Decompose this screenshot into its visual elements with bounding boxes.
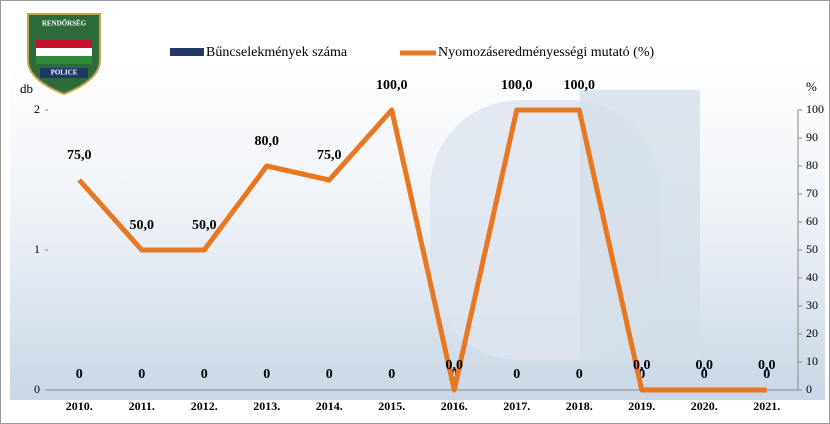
x-tick-label: 2016. bbox=[441, 399, 468, 413]
line-value-label: 0,0 bbox=[446, 358, 464, 373]
y2-tick-label: 30 bbox=[806, 298, 818, 312]
legend-label: Bűncselekmények száma bbox=[206, 45, 348, 60]
y2-tick-label: 40 bbox=[806, 270, 818, 284]
y-tick-label: 0 bbox=[34, 382, 40, 396]
y2-tick-label: 60 bbox=[806, 214, 818, 228]
y2-tick-label: 50 bbox=[806, 242, 818, 256]
x-tick-label: 2014. bbox=[316, 399, 343, 413]
line-value-label: 100,0 bbox=[564, 78, 596, 93]
x-tick-label: 2018. bbox=[566, 399, 593, 413]
x-tick-label: 2010. bbox=[66, 399, 93, 413]
line-value-label: 100,0 bbox=[501, 78, 533, 93]
bar-value-label: 0 bbox=[701, 367, 708, 382]
line bbox=[77, 107, 767, 393]
bar-value-label: 0 bbox=[263, 367, 270, 382]
line-value-label: 0,0 bbox=[758, 358, 776, 373]
y2-tick-label: 100 bbox=[806, 102, 824, 116]
line-value-label: 75,0 bbox=[317, 148, 342, 163]
x-tick-label: 2020. bbox=[691, 399, 718, 413]
y-axis-label: db bbox=[20, 81, 33, 96]
logo-text: RENDŐRSÉG bbox=[42, 20, 87, 28]
x-tick-label: 2019. bbox=[628, 399, 655, 413]
logo-text: POLICE bbox=[51, 69, 78, 77]
bar-value-label: 0 bbox=[513, 367, 520, 382]
y2-tick-label: 90 bbox=[806, 130, 818, 144]
y2-tick-label: 80 bbox=[806, 158, 818, 172]
bar-value-label: 0 bbox=[638, 367, 645, 382]
x-tick-label: 2013. bbox=[253, 399, 280, 413]
bar-value-label: 0 bbox=[201, 367, 208, 382]
logo: RENDŐRSÉG POLICE bbox=[27, 13, 101, 96]
line-value-label: 50,0 bbox=[192, 218, 217, 233]
bar-value-label: 0 bbox=[326, 367, 333, 382]
legend-swatch bbox=[170, 48, 204, 56]
line-value-label: 50,0 bbox=[130, 218, 155, 233]
line-value-label: 0,0 bbox=[696, 358, 714, 373]
y-tick-label: 2 bbox=[34, 102, 40, 116]
y2-tick-label: 70 bbox=[806, 186, 818, 200]
x-tick-label: 2017. bbox=[503, 399, 530, 413]
bar-value-label: 0 bbox=[451, 367, 458, 382]
x-tick-label: 2012. bbox=[191, 399, 218, 413]
x-tick-label: 2011. bbox=[129, 399, 155, 413]
y2-axis-label: % bbox=[806, 79, 817, 94]
line-value-label: 75,0 bbox=[67, 148, 92, 163]
line-value-label: 0,0 bbox=[633, 358, 651, 373]
bar-value-label: 0 bbox=[576, 367, 583, 382]
line-value-label: 100,0 bbox=[376, 78, 408, 93]
bar-value-label: 0 bbox=[76, 367, 83, 382]
bar-value-label: 0 bbox=[763, 367, 770, 382]
building bbox=[580, 90, 700, 360]
y2-tick-label: 10 bbox=[806, 354, 818, 368]
x-tick-label: 2021. bbox=[753, 399, 780, 413]
bar-value-label: 0 bbox=[388, 367, 395, 382]
line-value-label: 80,0 bbox=[255, 134, 280, 149]
y-tick-label: 1 bbox=[34, 242, 40, 256]
y2-tick-label: 20 bbox=[806, 326, 818, 340]
bar-value-label: 0 bbox=[138, 367, 145, 382]
legend-label: Nyomozáseredményességi mutató (%) bbox=[438, 45, 654, 60]
x-tick-label: 2015. bbox=[378, 399, 405, 413]
y2-tick-label: 0 bbox=[806, 382, 812, 396]
